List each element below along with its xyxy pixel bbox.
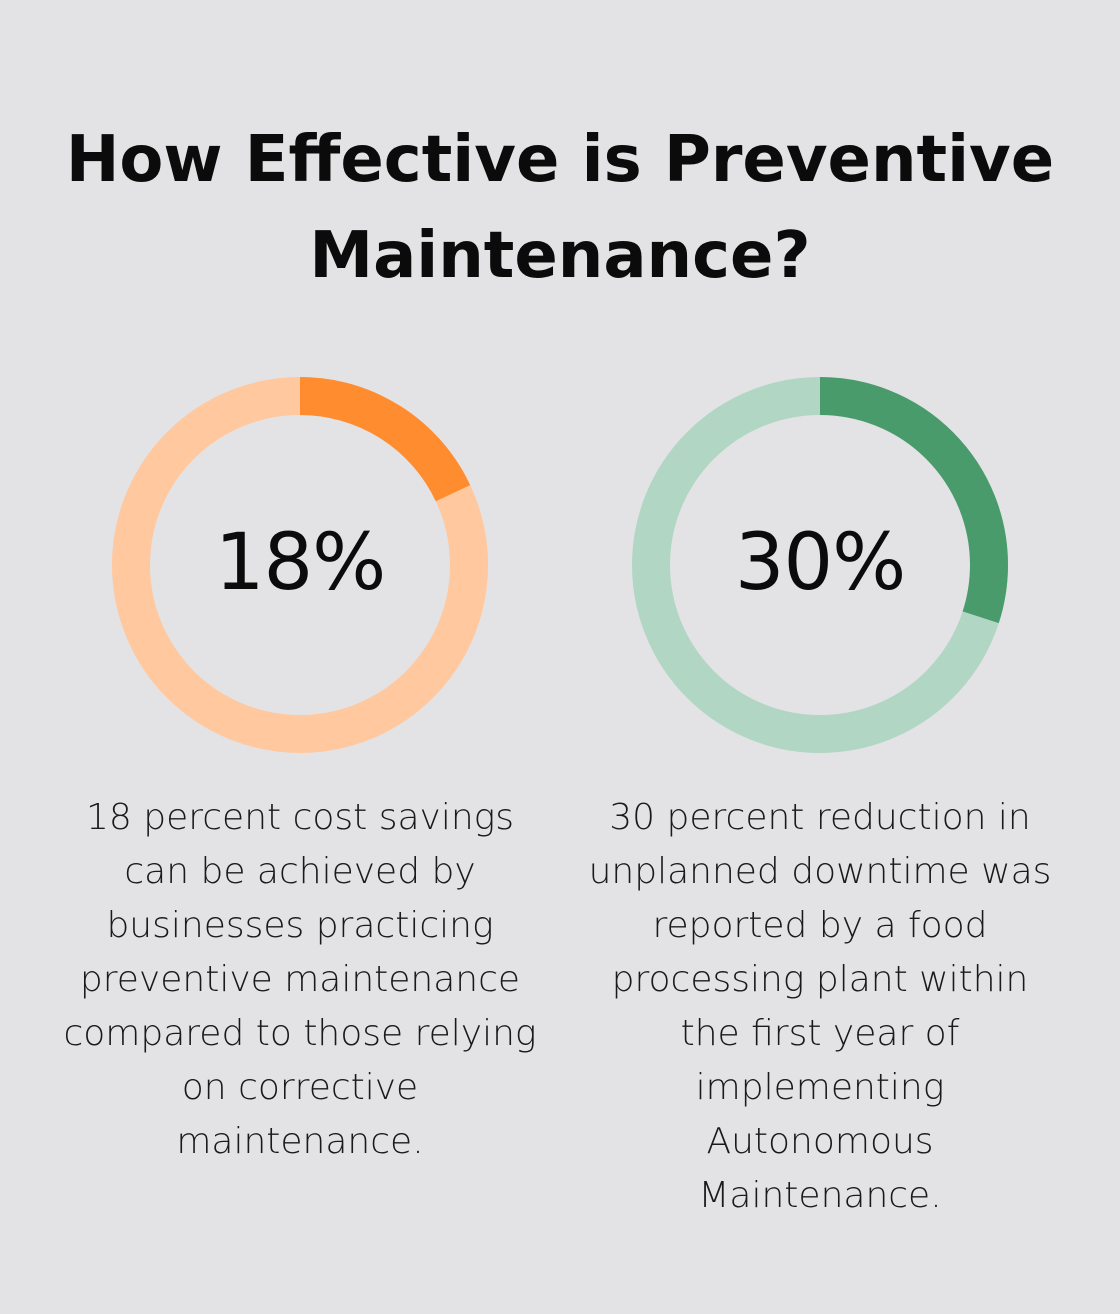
- description-line: businesses practicing: [106, 905, 494, 946]
- stat-description: 18 percent cost savings can be achieved …: [50, 791, 550, 1169]
- description-line: unplanned downtime was: [588, 851, 1052, 892]
- donut-svg-downtime-reduction: [632, 377, 1008, 753]
- stat-card-cost-savings: 18% 18 percent cost savings can be achie…: [40, 375, 560, 1169]
- description-line: implementing: [695, 1067, 945, 1108]
- donut-value-label: 18%: [214, 518, 386, 608]
- donut-value-label: 30%: [734, 518, 906, 608]
- description-line: can be achieved by: [124, 851, 476, 892]
- description-line: the first year of: [680, 1013, 960, 1054]
- donut-chart-downtime-reduction: 30%: [630, 375, 1010, 755]
- description-line: processing plant within: [611, 959, 1029, 1000]
- description-line: on corrective: [181, 1067, 419, 1108]
- description-line: reported by a food: [652, 905, 988, 946]
- description-line: Maintenance.: [698, 1175, 942, 1216]
- donut-value-arc: [632, 377, 1008, 753]
- title-line-2: Maintenance?: [309, 219, 811, 293]
- description-line: 18 percent cost savings: [85, 797, 514, 838]
- description-line: 30 percent reduction in: [609, 797, 1031, 838]
- stat-card-downtime-reduction: 30% 30 percent reduction in unplanned do…: [560, 375, 1080, 1223]
- title-line-1: How Effective is Preventive: [65, 123, 1055, 197]
- description-line: compared to those relying: [63, 1013, 537, 1054]
- page-title: How Effective is Preventive Maintenance?: [0, 112, 1120, 304]
- description-line: maintenance.: [176, 1121, 424, 1162]
- donut-chart-cost-savings: 18%: [110, 375, 490, 755]
- description-line: Autonomous: [706, 1121, 934, 1162]
- donut-value-arc: [112, 377, 488, 753]
- stat-description: 30 percent reduction in unplanned downti…: [570, 791, 1070, 1223]
- description-line: preventive maintenance: [79, 959, 521, 1000]
- donut-svg-cost-savings: [112, 377, 488, 753]
